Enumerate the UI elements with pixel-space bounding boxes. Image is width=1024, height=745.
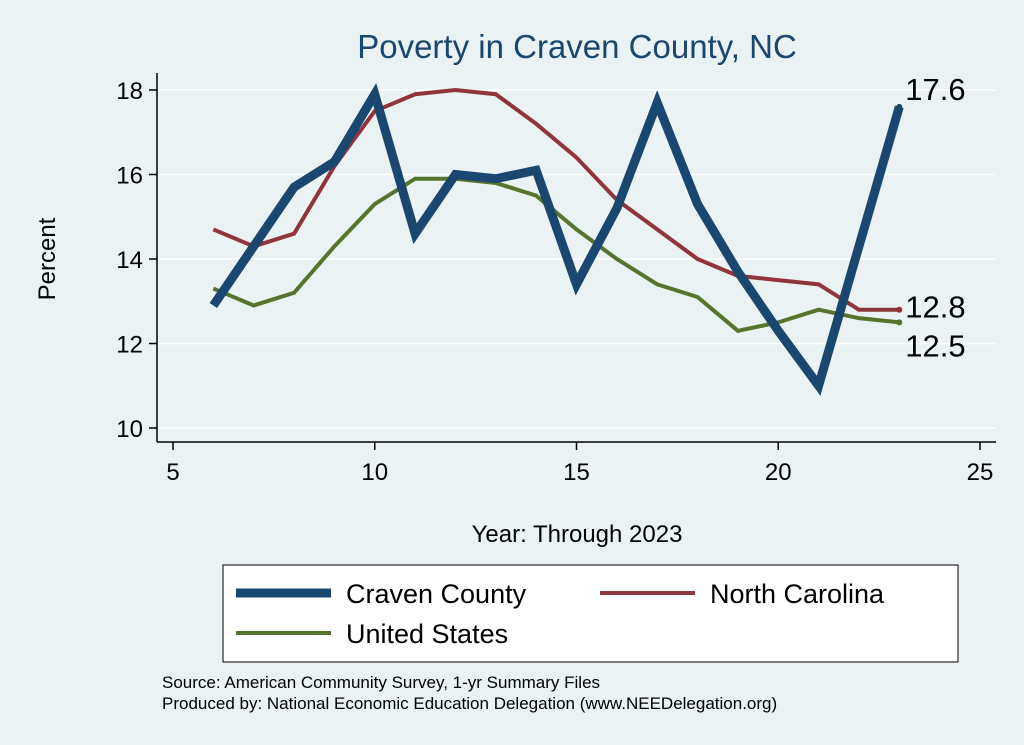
y-tick-label: 12 [116, 332, 143, 359]
x-tick-label: 5 [166, 459, 179, 486]
series-line-craven-county [209, 83, 904, 396]
end-label-north-carolina: 12.8 [905, 290, 965, 325]
y-axis-label: Percent [34, 217, 61, 300]
x-tick-label: 15 [563, 459, 590, 486]
end-marker-north-carolina [896, 306, 903, 313]
legend-label-united-states: United States [346, 619, 508, 649]
grid [157, 89, 996, 429]
x-axis-label: Year: Through 2023 [472, 521, 683, 548]
x-tick-label: 20 [765, 459, 792, 486]
x-tick-label: 25 [967, 459, 994, 486]
source-note: Source: American Community Survey, 1-yr … [162, 673, 600, 692]
end-labels: 17.6 12.812.5 [896, 72, 966, 363]
axes: 10 12 14 16 18 5 10 15 20 25 [116, 73, 996, 486]
series-line-united-states [212, 176, 900, 333]
legend-label-craven-county: Craven County [346, 579, 527, 609]
y-tick-label: 10 [116, 416, 143, 443]
legend: Craven County North Carolina United States [222, 564, 959, 663]
series-line-north-carolina [212, 87, 900, 312]
y-tick-label: 14 [116, 247, 143, 274]
legend-label-north-carolina: North Carolina [710, 579, 885, 609]
y-tick-label: 18 [116, 78, 143, 105]
end-marker-craven-county [896, 103, 903, 110]
end-marker-united-states [896, 319, 903, 326]
chart-title: Poverty in Craven County, NC [357, 28, 797, 65]
y-tick-label: 16 [116, 163, 143, 190]
legend-box [222, 564, 959, 663]
plot-area [157, 73, 996, 442]
legend-items: Craven County North Carolina United States [236, 579, 885, 649]
end-label-craven-county: 17.6 [905, 72, 965, 107]
x-tick-label: 10 [361, 459, 388, 486]
end-label-united-states: 12.5 [905, 328, 965, 363]
produced-note: Produced by: National Economic Education… [162, 694, 777, 713]
series-lines [209, 83, 904, 396]
